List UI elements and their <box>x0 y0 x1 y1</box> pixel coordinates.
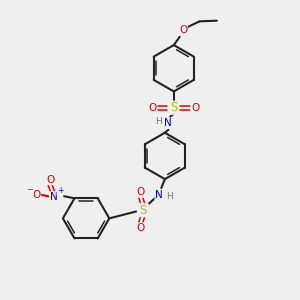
Text: O: O <box>191 103 199 113</box>
Text: O: O <box>137 187 145 197</box>
Text: H: H <box>166 192 173 201</box>
Text: O: O <box>179 25 188 35</box>
Text: +: + <box>57 186 63 195</box>
Text: O: O <box>137 223 145 233</box>
Text: O: O <box>32 190 40 200</box>
Text: N: N <box>164 118 172 128</box>
Text: S: S <box>170 101 178 114</box>
Text: S: S <box>139 203 146 217</box>
Text: H: H <box>155 117 162 126</box>
Text: N: N <box>50 192 58 202</box>
Text: O: O <box>148 103 157 113</box>
Text: O: O <box>46 175 55 184</box>
Text: N: N <box>155 190 163 200</box>
Text: −: − <box>26 185 33 194</box>
